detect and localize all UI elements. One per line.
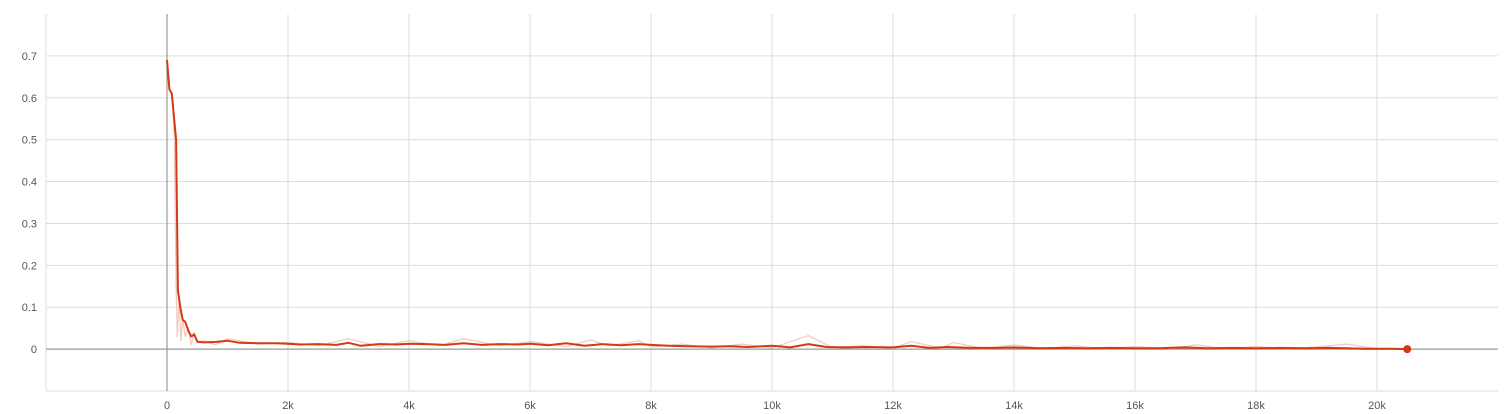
raw-series-line bbox=[166, 60, 1408, 350]
x-tick-label: 0 bbox=[164, 400, 170, 412]
x-tick-label: 20k bbox=[1368, 400, 1386, 412]
y-tick-label: 0.1 bbox=[22, 302, 37, 314]
x-tick-labels: 0 2k 4k 6k 8k 10k 12k 14k 16k 18k 20k bbox=[164, 400, 1386, 412]
smoothed-series-line bbox=[166, 60, 1408, 351]
x-tick-label: 8k bbox=[645, 400, 657, 412]
smoothed-series-layer bbox=[166, 60, 1412, 354]
last-point-marker bbox=[1403, 345, 1412, 354]
grid bbox=[46, 14, 1498, 391]
x-tick-label: 4k bbox=[403, 400, 415, 412]
y-tick-label: 0.4 bbox=[22, 177, 37, 189]
x-tick-label: 12k bbox=[884, 400, 902, 412]
y-tick-label: 0.7 bbox=[22, 51, 37, 63]
x-tick-label: 6k bbox=[524, 400, 536, 412]
raw-series-layer bbox=[166, 60, 1408, 350]
y-tick-label: 0.6 bbox=[22, 93, 37, 105]
x-tick-label: 16k bbox=[1126, 400, 1144, 412]
x-tick-label: 14k bbox=[1005, 400, 1023, 412]
x-tick-label: 18k bbox=[1247, 400, 1265, 412]
y-tick-label: 0.5 bbox=[22, 135, 37, 147]
y-tick-labels: 0 0.1 0.2 0.3 0.4 0.5 0.6 0.7 bbox=[22, 51, 37, 356]
y-tick-label: 0.3 bbox=[22, 218, 37, 230]
x-tick-label: 2k bbox=[282, 400, 294, 412]
y-tick-label: 0.2 bbox=[22, 260, 37, 272]
y-tick-label: 0 bbox=[31, 344, 37, 356]
x-tick-label: 10k bbox=[763, 400, 781, 412]
